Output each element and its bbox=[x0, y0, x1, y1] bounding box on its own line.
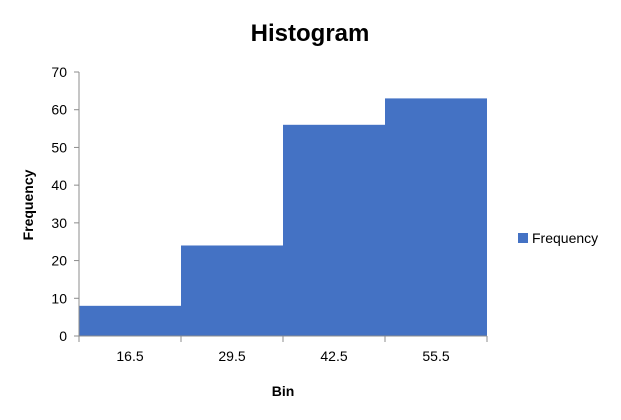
x-axis-label: Bin bbox=[272, 383, 295, 399]
y-tick-label: 10 bbox=[51, 290, 67, 306]
y-tick-label: 70 bbox=[51, 64, 67, 80]
y-tick-label: 30 bbox=[51, 215, 67, 231]
y-tick-label: 0 bbox=[59, 328, 67, 344]
plot-area: 0 10 20 30 40 50 60 70 16.5 29.5 42.5 55.5 bbox=[51, 64, 488, 364]
histogram-bar-55-5 bbox=[385, 98, 487, 337]
legend-swatch bbox=[518, 233, 528, 243]
histogram-bar-42-5 bbox=[283, 124, 385, 336]
y-axis-label: Frequency bbox=[20, 169, 36, 240]
histogram-bar-29-5 bbox=[181, 245, 283, 336]
histogram-bar-16-5 bbox=[79, 305, 181, 336]
y-tick-label: 20 bbox=[51, 253, 67, 269]
x-tick-label: 16.5 bbox=[116, 348, 143, 364]
x-tick-label: 42.5 bbox=[320, 348, 347, 364]
y-tick-label: 60 bbox=[51, 102, 67, 118]
chart-title: Histogram bbox=[251, 20, 370, 47]
legend-label: Frequency bbox=[532, 230, 598, 246]
x-tick-label: 55.5 bbox=[422, 348, 449, 364]
y-tick-label: 40 bbox=[51, 177, 67, 193]
x-tick-label: 29.5 bbox=[218, 348, 245, 364]
legend: Frequency bbox=[518, 230, 598, 246]
y-tick-label: 50 bbox=[51, 139, 67, 155]
